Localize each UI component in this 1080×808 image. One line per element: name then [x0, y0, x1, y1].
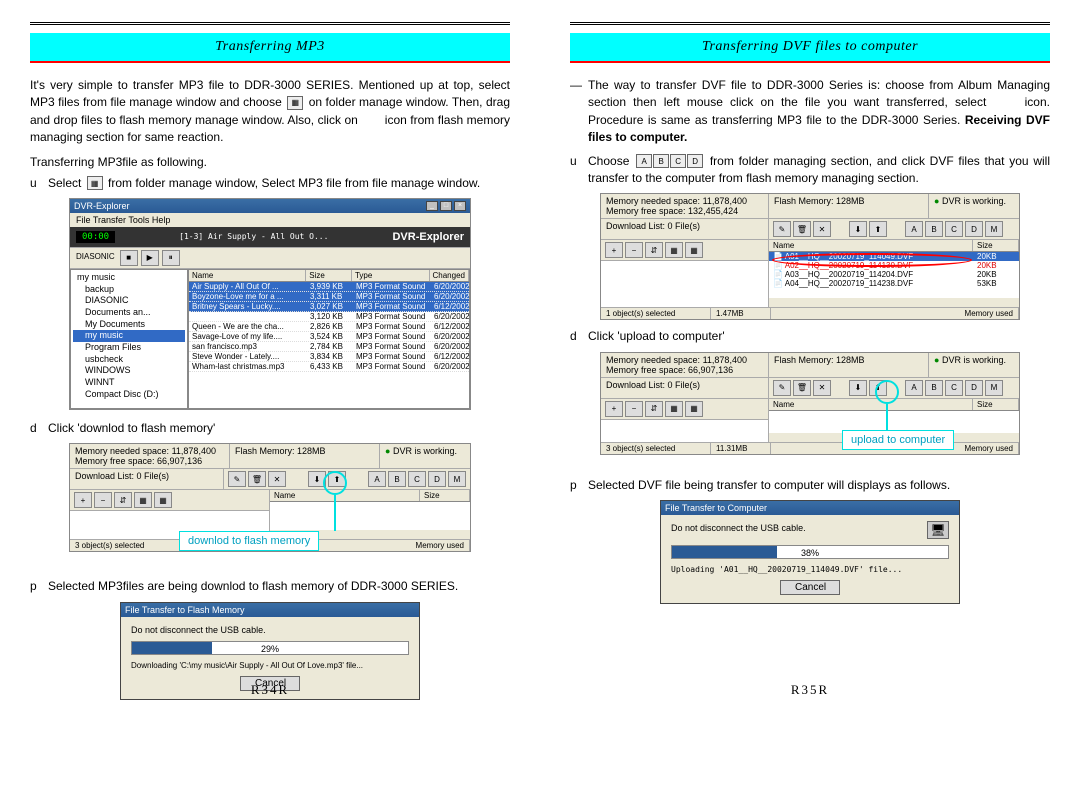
album-d[interactable]: D	[428, 471, 446, 487]
list-item[interactable]: Air Supply - All Out Of ...3,939 KBMP3 F…	[189, 282, 469, 292]
dialog-file: Downloading 'C:\my music\Air Supply - Al…	[131, 661, 409, 670]
tool-btn[interactable]: ✕	[268, 471, 286, 487]
max-btn[interactable]: □	[440, 201, 452, 211]
list-item[interactable]: Steve Wonder - Lately....3,834 KBMP3 For…	[189, 352, 469, 362]
subheading: Transferring MP3file as following.	[30, 155, 510, 169]
list-item[interactable]: 📄 A03__HQ__20020719_114204.DVF20KB	[769, 270, 1019, 279]
highlight-circle	[875, 380, 899, 404]
list-item[interactable]: 📄 A04__HQ__20020719_114238.DVF53KB	[769, 279, 1019, 288]
tool-btn[interactable]: ■	[120, 250, 138, 266]
dialog-msg: Do not disconnect the USB cable.🖥	[671, 523, 949, 533]
divider	[570, 22, 1050, 25]
titlebar: DVR-Explorer _□×	[70, 199, 470, 213]
close-btn[interactable]: ×	[454, 201, 466, 211]
panel2-wrap: Memory needed space: 11,878,400Memory fr…	[600, 193, 1020, 320]
bullet-1: u Select ▦ from folder manage window, Se…	[30, 175, 510, 192]
list-item[interactable]: san francisco.mp32,784 KBMP3 Format Soun…	[189, 342, 469, 352]
dialog-title: File Transfer to Flash Memory	[121, 603, 419, 617]
section-title: Transferring MP3	[30, 33, 510, 63]
right-page: Transferring DVF files to computer — The…	[540, 0, 1080, 710]
tool-btn[interactable]: ⏸	[162, 250, 180, 266]
toolbar: DIASONIC ■ ▶ ⏸	[70, 247, 470, 269]
display-panel: 00:00 [1-3] Air Supply - All Out O... DV…	[70, 227, 470, 247]
flash-memory-panel-3: Memory needed space: 11,878,400Memory fr…	[600, 352, 1020, 455]
page-number: R35R	[540, 682, 1080, 698]
bullet-3: p Selected MP3files are being downlod to…	[30, 578, 510, 595]
divider	[30, 22, 510, 25]
progress-bar: 38%	[671, 545, 949, 559]
section-title: Transferring DVF files to computer	[570, 33, 1050, 63]
dialog-msg: Do not disconnect the USB cable.	[131, 625, 409, 635]
panel3-callout: Memory needed space: 11,878,400Memory fr…	[600, 352, 1020, 455]
progress-bar: 29%	[131, 641, 409, 655]
page-number: R34R	[0, 682, 540, 698]
dialog-file: Uploading 'A01__HQ__20020719_114049.DVF'…	[671, 565, 949, 574]
list-item[interactable]: Boyzone-Love me for a ...3,311 KBMP3 For…	[189, 292, 469, 302]
tool-btn[interactable]: 🗑	[248, 471, 266, 487]
list-item[interactable]: Queen - We are the cha...2,826 KBMP3 For…	[189, 322, 469, 332]
file-list[interactable]: Name Size Type Changed Air Supply - All …	[188, 269, 470, 409]
folder-icon: ▦	[287, 96, 303, 110]
list-item[interactable]: Savage-Love of my life....3,524 KBMP3 Fo…	[189, 332, 469, 342]
bullet-r3: p Selected DVF file being transfer to co…	[570, 477, 1050, 494]
dialog-title: File Transfer to Computer	[661, 501, 959, 515]
bullet-0: — The way to transfer DVF file to DDR-30…	[570, 77, 1050, 147]
folder-icon: ▦	[87, 176, 103, 190]
bullet-r2: d Click 'upload to computer'	[570, 328, 1050, 345]
bullet-2: d Click 'downlod to flash memory'	[30, 420, 510, 437]
min-btn[interactable]: _	[426, 201, 438, 211]
album-b[interactable]: B	[388, 471, 406, 487]
bullet-r1: u Choose ABCD from folder managing secti…	[570, 153, 1050, 188]
list-item[interactable]: 3,120 KBMP3 Format Sound6/20/2002 4:00..…	[189, 312, 469, 322]
intro-paragraph: It's very simple to transfer MP3 file to…	[30, 77, 510, 147]
flash-panel-callout: Memory needed space: 11,878,400Memory fr…	[69, 443, 471, 552]
dvr-explorer-window: DVR-Explorer _□× File Transfer Tools Hel…	[69, 198, 471, 410]
tool-btn[interactable]: ✎	[228, 471, 246, 487]
callout-label: upload to computer	[842, 430, 954, 450]
callout-label: downlod to flash memory	[179, 531, 319, 551]
tool-btn[interactable]: ▶	[141, 250, 159, 266]
download-btn[interactable]: ⬇	[849, 221, 867, 237]
menubar[interactable]: File Transfer Tools Help	[70, 213, 470, 227]
album-a[interactable]: A	[368, 471, 386, 487]
list-item[interactable]: Britney Spears - Lucky....3,027 KBMP3 Fo…	[189, 302, 469, 312]
list-header: Name Size Type Changed	[189, 270, 469, 282]
album-icons: ABCD	[636, 154, 703, 168]
list-item[interactable]: Wham-last christmas.mp36,433 KBMP3 Forma…	[189, 362, 469, 372]
tree-root[interactable]: my music	[73, 272, 185, 284]
transfer-dialog-2: File Transfer to Computer Do not disconn…	[660, 500, 960, 604]
callout-line	[886, 404, 888, 432]
computer-icon: 🖥	[927, 521, 949, 539]
left-page: Transferring MP3 It's very simple to tra…	[0, 0, 540, 710]
folder-tree[interactable]: my music backup DIASONIC Documents an...…	[70, 269, 188, 409]
callout-line	[334, 495, 336, 531]
album-c[interactable]: C	[408, 471, 426, 487]
split-pane: my music backup DIASONIC Documents an...…	[70, 269, 470, 409]
upload-btn[interactable]: ⬆	[869, 221, 887, 237]
album-m[interactable]: M	[448, 471, 466, 487]
cancel-button[interactable]: Cancel	[780, 580, 840, 595]
